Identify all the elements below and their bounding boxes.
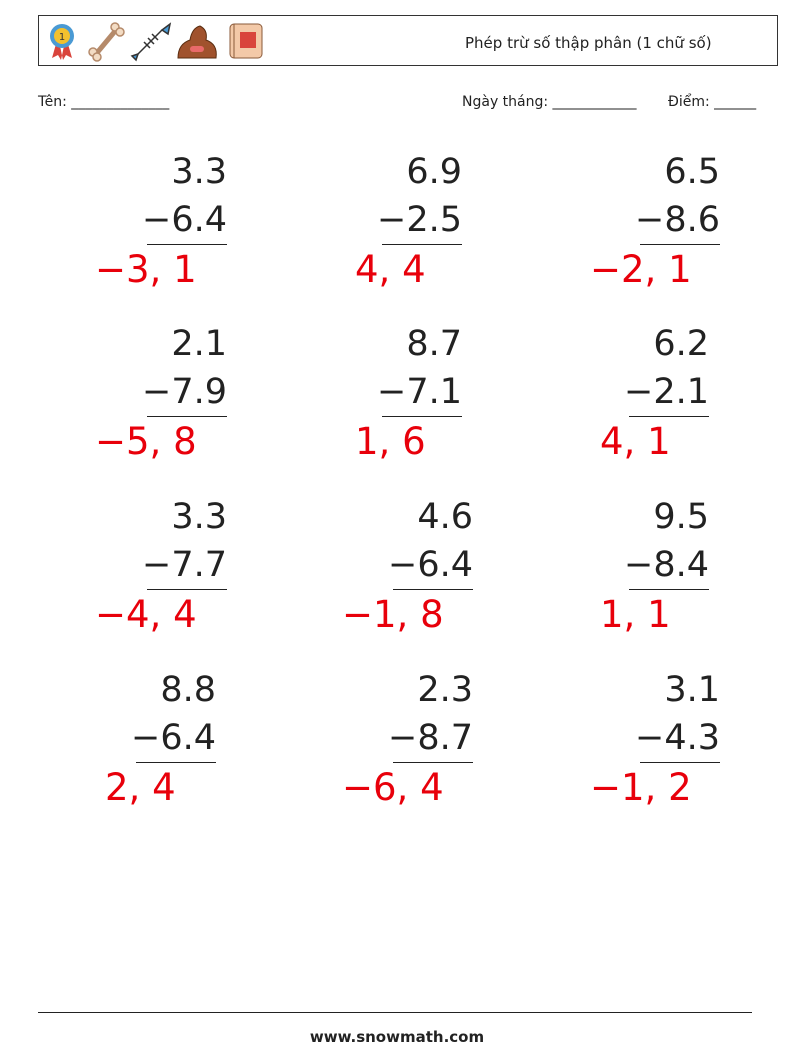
answer: −2, 1	[590, 248, 692, 291]
subtrahend: −8.6	[635, 200, 720, 240]
subtrahend: −2.5	[377, 200, 462, 240]
answer: 2, 4	[105, 766, 176, 809]
subtrahend: −8.7	[388, 718, 473, 758]
answer-rule	[382, 244, 462, 245]
answer: −1, 2	[590, 766, 692, 809]
date-field: Ngày tháng: ____________	[462, 94, 637, 110]
svg-text:1: 1	[59, 32, 65, 43]
answer: 4, 4	[355, 248, 426, 291]
answer-rule	[393, 589, 473, 590]
answer: −5, 8	[95, 420, 197, 463]
minuend: 3.3	[171, 152, 227, 192]
answer: 1, 1	[600, 593, 671, 636]
minuend: 6.9	[406, 152, 462, 192]
minuend: 2.3	[417, 670, 473, 710]
answer-rule	[393, 762, 473, 763]
answer: −3, 1	[95, 248, 197, 291]
subtrahend: −4.3	[635, 718, 720, 758]
minuend: 8.8	[160, 670, 216, 710]
pile-icon	[177, 25, 217, 59]
score-field: Điểm: ______	[668, 94, 757, 110]
subtrahend: −7.1	[377, 372, 462, 412]
bone-icon	[88, 22, 125, 62]
fishbone-icon	[130, 22, 172, 62]
answer-rule	[147, 244, 227, 245]
answer: 1, 6	[355, 420, 426, 463]
footer-rule	[38, 1012, 752, 1013]
minuend: 3.1	[664, 670, 720, 710]
answer-rule	[640, 762, 720, 763]
can-icon	[229, 23, 263, 59]
minuend: 6.2	[653, 324, 709, 364]
answer: 4, 1	[600, 420, 671, 463]
worksheet-title: Phép trừ số thập phân (1 chữ số)	[465, 34, 712, 52]
answer-rule	[629, 416, 709, 417]
minuend: 6.5	[664, 152, 720, 192]
subtrahend: −6.4	[142, 200, 227, 240]
minuend: 3.3	[171, 497, 227, 537]
footer-url: www.snowmath.com	[309, 1028, 485, 1046]
subtrahend: −7.7	[142, 545, 227, 585]
answer-rule	[640, 244, 720, 245]
minuend: 8.7	[406, 324, 462, 364]
minuend: 4.6	[417, 497, 473, 537]
header-box	[38, 15, 778, 66]
subtrahend: −7.9	[142, 372, 227, 412]
answer-rule	[382, 416, 462, 417]
answer-rule	[147, 589, 227, 590]
answer-rule	[629, 589, 709, 590]
subtrahend: −6.4	[388, 545, 473, 585]
name-field: Tên: ______________	[38, 94, 170, 110]
answer: −4, 4	[95, 593, 197, 636]
minuend: 2.1	[171, 324, 227, 364]
answer-rule	[136, 762, 216, 763]
subtrahend: −8.4	[624, 545, 709, 585]
answer: −1, 8	[342, 593, 444, 636]
header-icons: 1	[50, 22, 263, 62]
subtrahend: −2.1	[624, 372, 709, 412]
subtrahend: −6.4	[131, 718, 216, 758]
answer-rule	[147, 416, 227, 417]
answer: −6, 4	[342, 766, 444, 809]
minuend: 9.5	[653, 497, 709, 537]
medal-icon: 1	[50, 24, 74, 60]
